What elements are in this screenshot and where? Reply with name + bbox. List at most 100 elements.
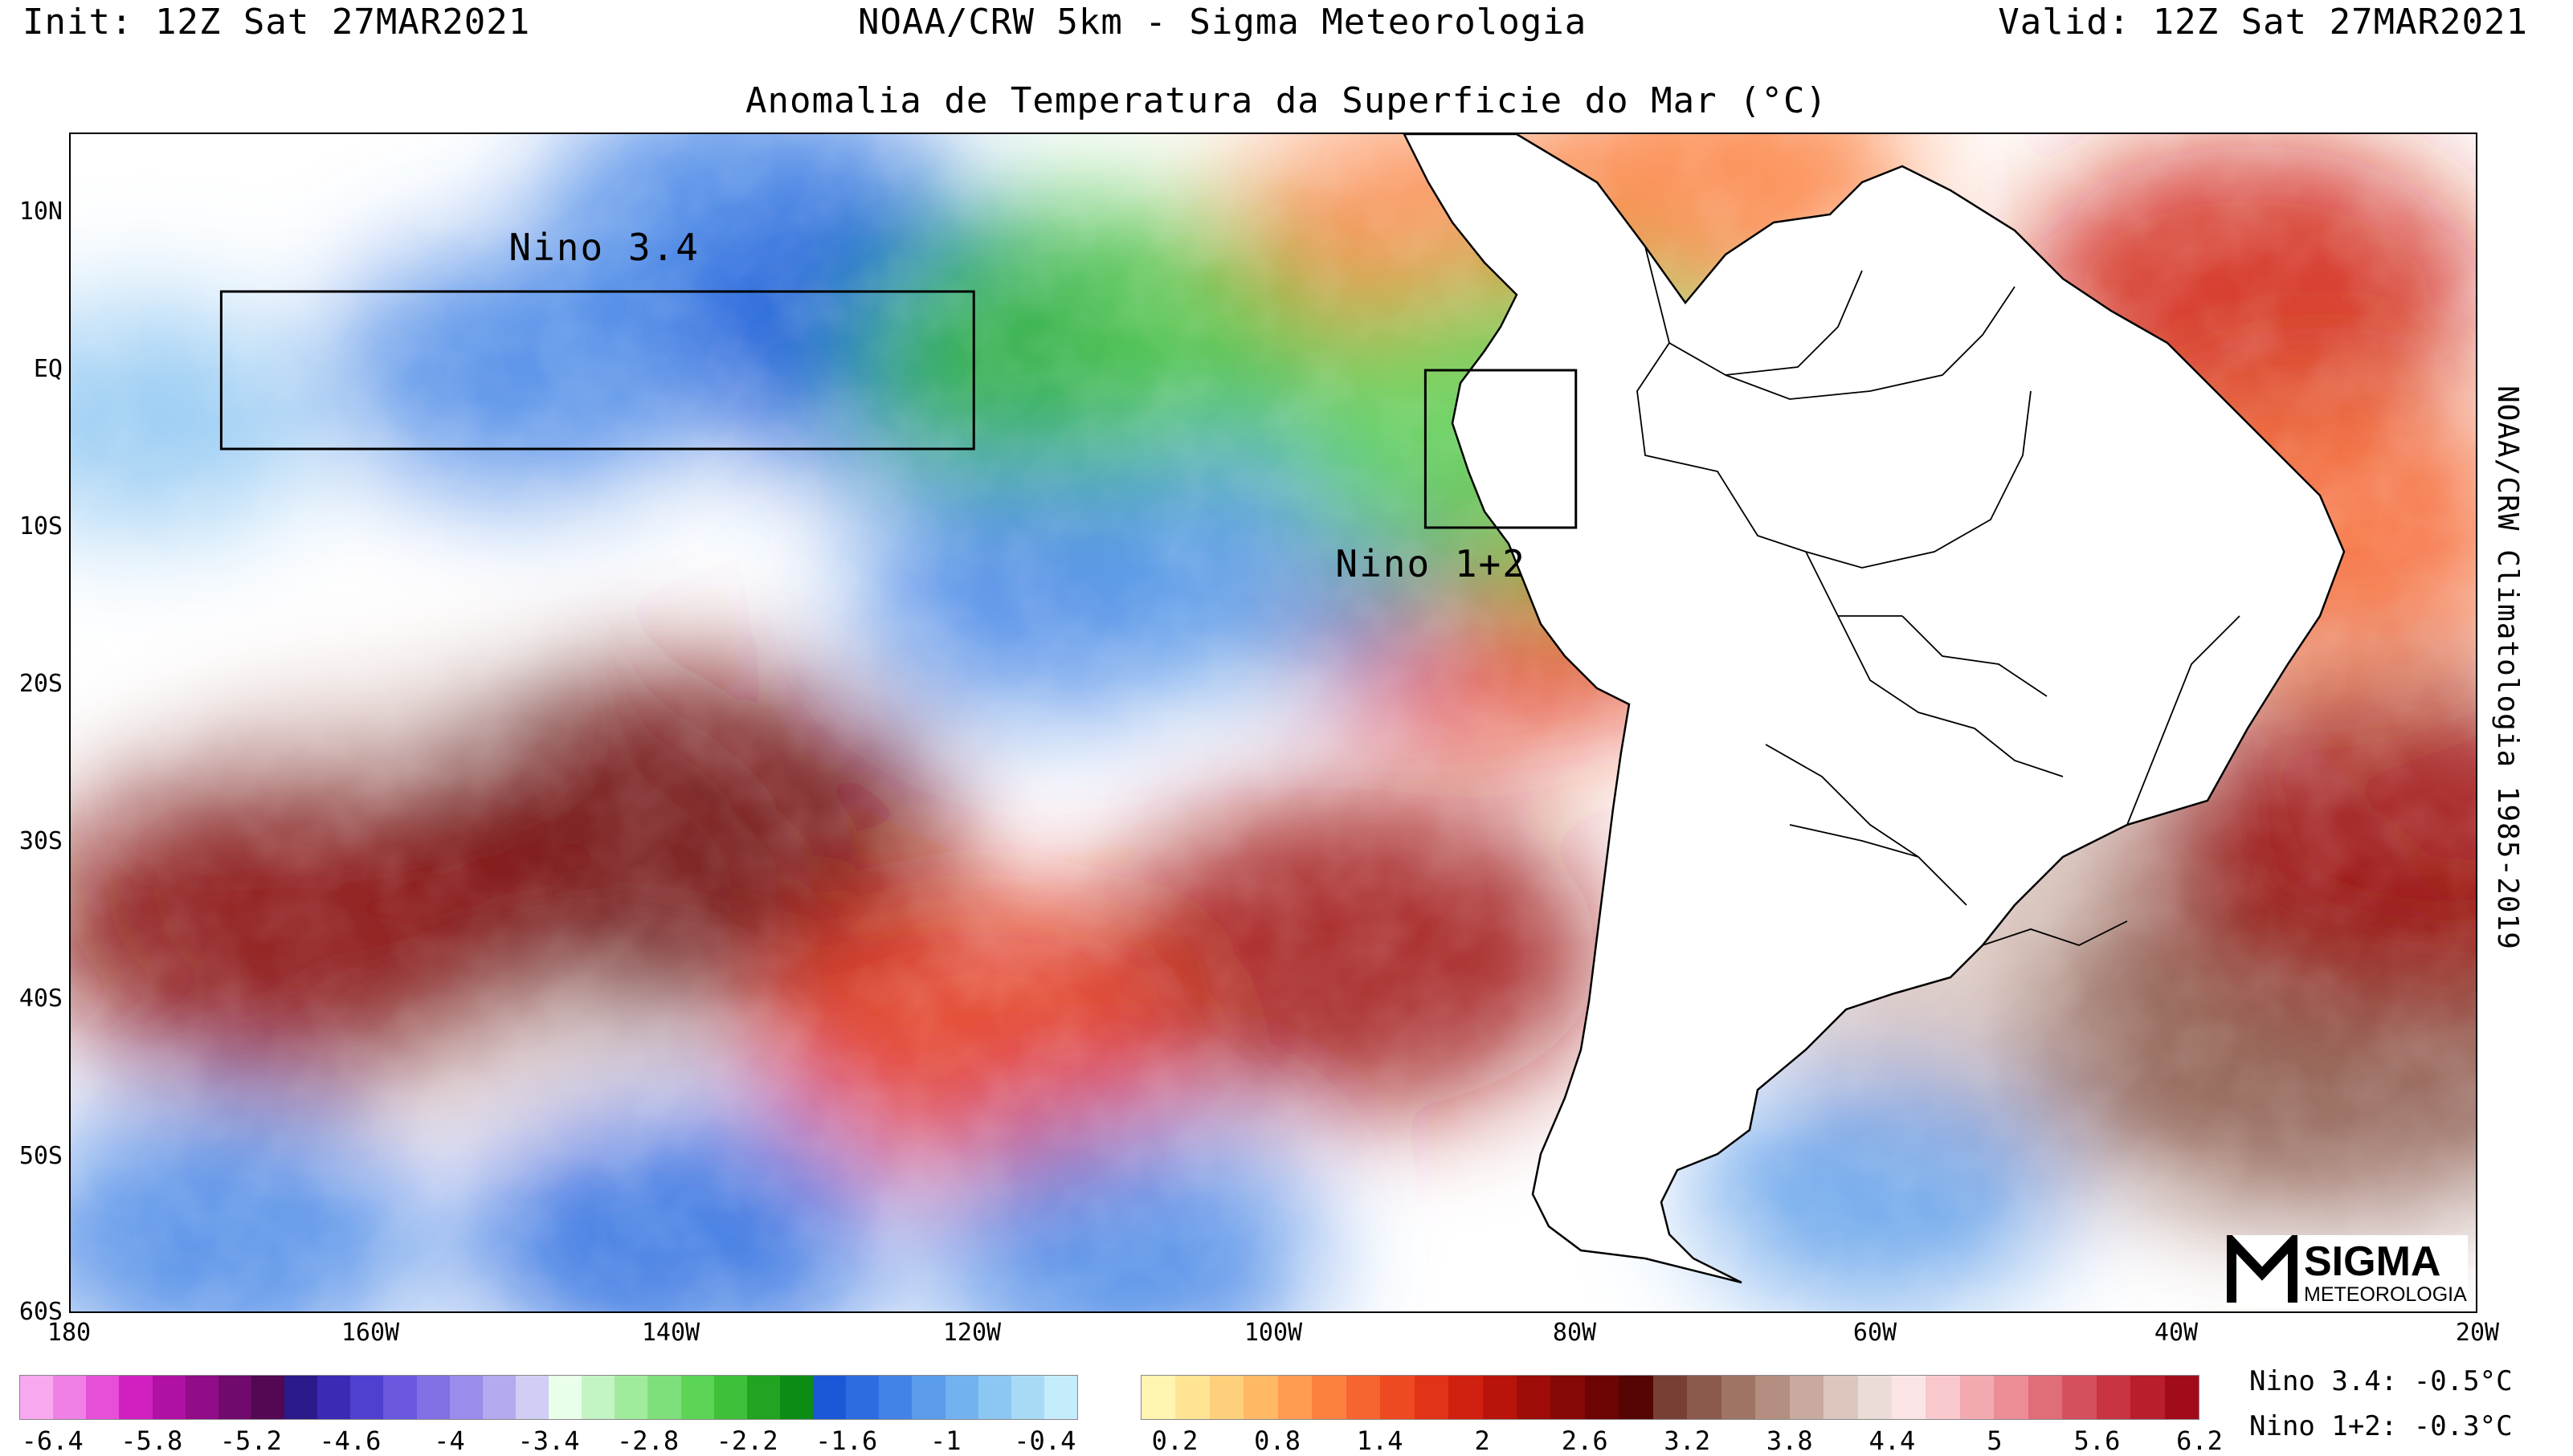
cbar-neg-swatch-9: [317, 1376, 351, 1419]
cbar-pos-swatch-16: [1687, 1376, 1721, 1419]
cbar-pos-swatch-13: [1584, 1376, 1619, 1419]
cbar-neg-labels-tick-2: -5.2: [219, 1425, 282, 1456]
cbar-pos-labels-tick-4: 2.6: [1561, 1425, 1608, 1456]
cbar-neg-swatch-17: [582, 1376, 615, 1419]
cbar-pos-swatch-25: [1994, 1376, 2028, 1419]
cbar-neg-swatch-4: [152, 1376, 186, 1419]
lon-label-40w: 40W: [2154, 1319, 2199, 1347]
lon-label-120w: 120W: [942, 1319, 1002, 1347]
lat-label-40s: 40S: [18, 985, 63, 1013]
cbar-pos-swatch-24: [1959, 1376, 1995, 1419]
cbar-pos-swatch-15: [1652, 1376, 1688, 1419]
lon-label-100w: 100W: [1244, 1319, 1303, 1347]
cbar-neg-swatch-21: [713, 1376, 747, 1419]
cbar-pos-swatch-22: [1891, 1376, 1926, 1419]
nino12-box: [1423, 369, 1578, 529]
cbar-pos-swatch-28: [2096, 1376, 2131, 1419]
logo-main-text: SIGMA: [2304, 1238, 2440, 1285]
cbar-pos-swatch-11: [1516, 1376, 1551, 1419]
lat-label-60s: 60S: [18, 1298, 63, 1326]
cbar-pos-swatch-10: [1482, 1376, 1517, 1419]
lon-label-80w: 80W: [1552, 1319, 1597, 1347]
cbar-pos-labels-tick-5: 3.2: [1664, 1425, 1711, 1456]
cbar-neg-labels-tick-7: -2.2: [716, 1425, 778, 1456]
nino34-index-value: -0.5°C: [2413, 1365, 2513, 1397]
cbar-neg-swatch-11: [383, 1376, 417, 1419]
cbar-pos-swatch-17: [1721, 1376, 1756, 1419]
cbar-neg-swatch-6: [218, 1376, 251, 1419]
cbar-neg-swatch-3: [119, 1376, 153, 1419]
cbar-neg-swatch-5: [185, 1376, 219, 1419]
cbar-neg-swatch-14: [482, 1376, 516, 1419]
cbar-neg-labels-tick-6: -2.8: [617, 1425, 680, 1456]
cbar-neg-labels-tick-1: -5.8: [120, 1425, 183, 1456]
nino34-label: Nino 3.4: [508, 226, 700, 269]
cbar-neg-swatch-0: [20, 1376, 54, 1419]
cbar-pos-labels-tick-8: 5: [1987, 1425, 2003, 1456]
cbar-neg-swatch-19: [647, 1376, 681, 1419]
cbar-neg-swatch-29: [978, 1376, 1011, 1419]
nino12-index-label: Nino 1+2:: [2249, 1410, 2398, 1442]
climatology-note: NOAA/CRW Climatologia 1985-2019: [2491, 385, 2564, 1092]
cbar-neg-swatch-28: [945, 1376, 978, 1419]
nino34-index-label: Nino 3.4:: [2249, 1365, 2398, 1397]
cbar-neg-labels-tick-0: -6.4: [21, 1425, 84, 1456]
valid-time: Valid: 12Z Sat 27MAR2021: [1998, 2, 2528, 43]
cbar-neg-swatch-24: [813, 1376, 847, 1419]
cbar-neg-swatch-20: [680, 1376, 714, 1419]
cbar-neg-swatch-23: [779, 1376, 813, 1419]
cbar-neg-swatch-31: [1043, 1376, 1077, 1419]
lat-label-20s: 20S: [18, 670, 63, 698]
cbar-pos-swatch-30: [2164, 1376, 2199, 1419]
nino-boxes: [219, 290, 1578, 529]
cbar-neg-swatch-13: [449, 1376, 483, 1419]
nino34-box: [219, 290, 975, 451]
cbar-neg-swatch-7: [251, 1376, 284, 1419]
cbar-pos-labels-tick-7: 4.4: [1868, 1425, 1916, 1456]
cbar-pos-labels-tick-2: 1.4: [1356, 1425, 1403, 1456]
lon-label-160w: 160W: [341, 1319, 400, 1347]
cbar-pos-swatch-3: [1244, 1376, 1278, 1419]
cbar-neg-labels-tick-9: -1: [929, 1425, 962, 1456]
cbar-neg-labels-tick-8: -1.6: [815, 1425, 878, 1456]
map-title: Anomalia de Temperatura da Superficie do…: [745, 80, 1828, 121]
cbar-pos-labels-tick-3: 2: [1474, 1425, 1490, 1456]
cbar-neg-labels-tick-5: -3.4: [517, 1425, 580, 1456]
cbar-neg-swatch-8: [284, 1376, 318, 1419]
lon-label-180: 180: [47, 1319, 92, 1347]
cbar-neg-swatch-22: [746, 1376, 780, 1419]
cbar-neg-swatch-27: [912, 1376, 945, 1419]
cbar-neg-swatch-18: [615, 1376, 648, 1419]
cbar-pos-swatch-23: [1926, 1376, 1960, 1419]
colorbar-negative: [19, 1375, 1078, 1420]
cbar-neg-swatch-1: [53, 1376, 87, 1419]
cbar-pos-swatch-12: [1550, 1376, 1585, 1419]
cbar-pos-labels-tick-0: 0.2: [1151, 1425, 1199, 1456]
init-time: Init: 12Z Sat 27MAR2021: [22, 2, 531, 43]
colorbar-positive: [1141, 1375, 2199, 1420]
cbar-pos-swatch-18: [1755, 1376, 1790, 1419]
cbar-pos-swatch-21: [1857, 1376, 1892, 1419]
cbar-pos-swatch-27: [2062, 1376, 2097, 1419]
cbar-pos-swatch-8: [1414, 1376, 1449, 1419]
nino34-index: Nino 3.4: -0.5°C: [2249, 1365, 2513, 1397]
nino12-index-value: -0.3°C: [2413, 1410, 2513, 1442]
south-america-landmass: [1403, 134, 2346, 1284]
lat-label-30s: 30S: [18, 827, 63, 855]
cbar-pos-labels-tick-6: 3.8: [1766, 1425, 1813, 1456]
cbar-pos-swatch-29: [2130, 1376, 2165, 1419]
lat-label-10n: 10N: [18, 198, 63, 226]
lon-label-60w: 60W: [1852, 1319, 1897, 1347]
lat-label-eq: EQ: [33, 355, 63, 383]
logo-sub-text: METEOROLOGIA: [2304, 1283, 2467, 1306]
cbar-neg-labels-tick-3: -4.6: [319, 1425, 382, 1456]
cbar-pos-swatch-9: [1448, 1376, 1483, 1419]
map-canvas: [71, 134, 2476, 1311]
sst-anomaly-map[interactable]: [69, 133, 2477, 1313]
sigma-logo: SIGMA METEOROLOGIA: [2227, 1229, 2468, 1307]
cbar-pos-swatch-4: [1277, 1376, 1313, 1419]
lon-label-140w: 140W: [641, 1319, 700, 1347]
cbar-pos-labels-tick-1: 0.8: [1254, 1425, 1301, 1456]
data-source: NOAA/CRW 5km - Sigma Meteorologia: [858, 2, 1587, 43]
cbar-neg-swatch-26: [879, 1376, 913, 1419]
